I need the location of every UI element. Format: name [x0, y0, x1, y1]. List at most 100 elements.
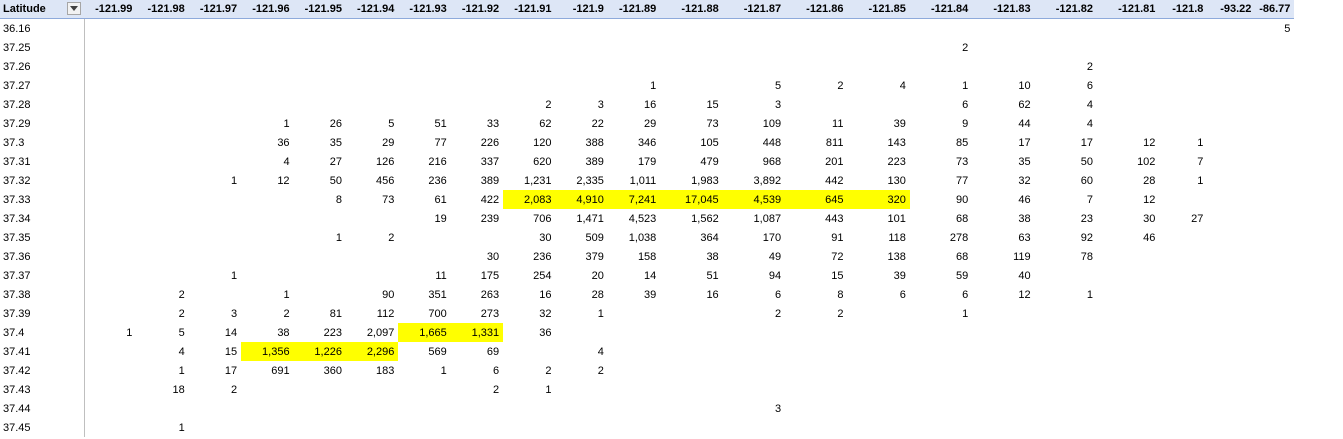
value-cell[interactable] — [1097, 57, 1159, 76]
value-cell[interactable]: 236 — [428, 174, 447, 187]
value-cell[interactable] — [1255, 418, 1294, 437]
value-cell[interactable]: 1,983 — [691, 174, 719, 187]
value-cell[interactable] — [1035, 380, 1097, 399]
value-cell[interactable] — [1097, 266, 1159, 285]
value-cell[interactable]: 20 — [591, 269, 604, 282]
value-cell[interactable] — [1159, 361, 1207, 380]
value-cell[interactable] — [1207, 76, 1255, 95]
value-cell[interactable] — [1207, 304, 1255, 323]
value-cell[interactable] — [608, 342, 660, 361]
value-cell[interactable]: 1 — [283, 117, 290, 130]
value-cell[interactable] — [972, 304, 1034, 323]
value-cell[interactable]: 5 — [178, 326, 185, 339]
value-cell[interactable]: 645 — [785, 190, 848, 209]
value-cell[interactable] — [1097, 304, 1159, 323]
value-cell[interactable] — [660, 76, 722, 95]
value-cell[interactable] — [451, 418, 503, 437]
value-cell[interactable] — [556, 399, 608, 418]
value-cell[interactable]: 10 — [1018, 79, 1031, 92]
value-cell[interactable] — [398, 399, 450, 418]
value-cell[interactable]: 68 — [956, 250, 969, 263]
value-cell[interactable] — [84, 209, 136, 228]
value-cell[interactable] — [189, 114, 241, 133]
value-cell[interactable] — [847, 380, 909, 399]
value-cell[interactable] — [660, 380, 722, 399]
value-cell[interactable] — [608, 361, 660, 380]
value-cell[interactable] — [241, 380, 293, 399]
value-cell[interactable]: 8 — [837, 288, 844, 301]
value-cell[interactable] — [972, 399, 1034, 418]
value-cell[interactable] — [1035, 304, 1097, 323]
value-cell[interactable]: 12 — [1143, 136, 1156, 149]
longitude-header[interactable]: -121.93 — [398, 0, 451, 19]
value-cell[interactable]: 126 — [375, 155, 395, 168]
value-cell[interactable] — [608, 418, 660, 437]
value-cell[interactable] — [910, 57, 972, 76]
value-cell[interactable] — [189, 38, 241, 57]
value-cell[interactable]: 422 — [480, 193, 500, 206]
value-cell[interactable] — [1255, 361, 1294, 380]
value-cell[interactable]: 351 — [428, 288, 447, 301]
value-cell[interactable]: 73 — [706, 117, 719, 130]
latitude-row-label[interactable]: 37.37 — [0, 266, 85, 285]
value-cell[interactable] — [503, 57, 555, 76]
value-cell[interactable]: 706 — [533, 212, 552, 225]
longitude-header[interactable]: -121.98 — [136, 0, 189, 19]
value-cell[interactable] — [723, 418, 785, 437]
value-cell[interactable] — [1097, 114, 1159, 133]
value-cell[interactable]: 2 — [283, 307, 290, 320]
value-cell[interactable] — [84, 399, 136, 418]
value-cell[interactable] — [1255, 304, 1294, 323]
value-cell[interactable]: 273 — [480, 307, 500, 320]
latitude-header[interactable]: Latitude — [0, 0, 84, 19]
value-cell[interactable]: 569 — [428, 345, 447, 358]
value-cell[interactable] — [398, 247, 450, 266]
value-cell[interactable]: 27 — [329, 155, 342, 168]
value-cell[interactable] — [1207, 399, 1255, 418]
value-cell[interactable] — [451, 399, 503, 418]
value-cell[interactable] — [1097, 95, 1159, 114]
value-cell[interactable] — [503, 399, 555, 418]
value-cell[interactable] — [785, 19, 847, 39]
value-cell[interactable]: 102 — [1137, 155, 1156, 168]
value-cell[interactable] — [1097, 247, 1159, 266]
value-cell[interactable]: 1 — [1197, 174, 1204, 187]
value-cell[interactable] — [294, 38, 346, 57]
value-cell[interactable]: 18 — [172, 383, 185, 396]
value-cell[interactable]: 691 — [271, 364, 290, 377]
value-cell[interactable] — [241, 76, 293, 95]
value-cell[interactable]: 1,562 — [691, 212, 719, 225]
longitude-header[interactable]: -121.83 — [972, 0, 1035, 19]
value-cell[interactable]: 5 — [1284, 22, 1291, 35]
value-cell[interactable] — [785, 361, 847, 380]
value-cell[interactable] — [84, 171, 136, 190]
longitude-header[interactable]: -121.82 — [1034, 0, 1098, 19]
value-cell[interactable]: 78 — [1080, 250, 1094, 263]
value-cell[interactable]: 77 — [956, 174, 969, 187]
latitude-row-label[interactable]: 37.41 — [0, 342, 85, 361]
value-cell[interactable]: 38 — [1018, 212, 1031, 225]
value-cell[interactable] — [1159, 228, 1207, 247]
longitude-header[interactable]: -121.99 — [84, 0, 137, 19]
value-cell[interactable] — [1255, 133, 1294, 152]
longitude-header[interactable]: -121.97 — [188, 0, 242, 19]
value-cell[interactable]: 1,226 — [293, 342, 346, 361]
value-cell[interactable] — [136, 38, 188, 57]
value-cell[interactable] — [241, 418, 293, 437]
value-cell[interactable] — [1255, 57, 1294, 76]
value-cell[interactable] — [294, 266, 346, 285]
value-cell[interactable] — [136, 266, 188, 285]
value-cell[interactable]: 811 — [825, 136, 844, 149]
value-cell[interactable] — [346, 399, 398, 418]
value-cell[interactable] — [972, 19, 1034, 39]
value-cell[interactable] — [136, 95, 188, 114]
value-cell[interactable]: 1,356 — [241, 342, 294, 361]
latitude-row-label[interactable]: 37.3 — [0, 133, 85, 152]
value-cell[interactable] — [294, 76, 346, 95]
value-cell[interactable]: 6 — [493, 364, 500, 377]
latitude-row-label[interactable]: 37.25 — [0, 38, 85, 57]
value-cell[interactable] — [847, 418, 909, 437]
value-cell[interactable]: 6 — [774, 288, 782, 301]
value-cell[interactable] — [972, 342, 1034, 361]
value-cell[interactable] — [1207, 380, 1255, 399]
